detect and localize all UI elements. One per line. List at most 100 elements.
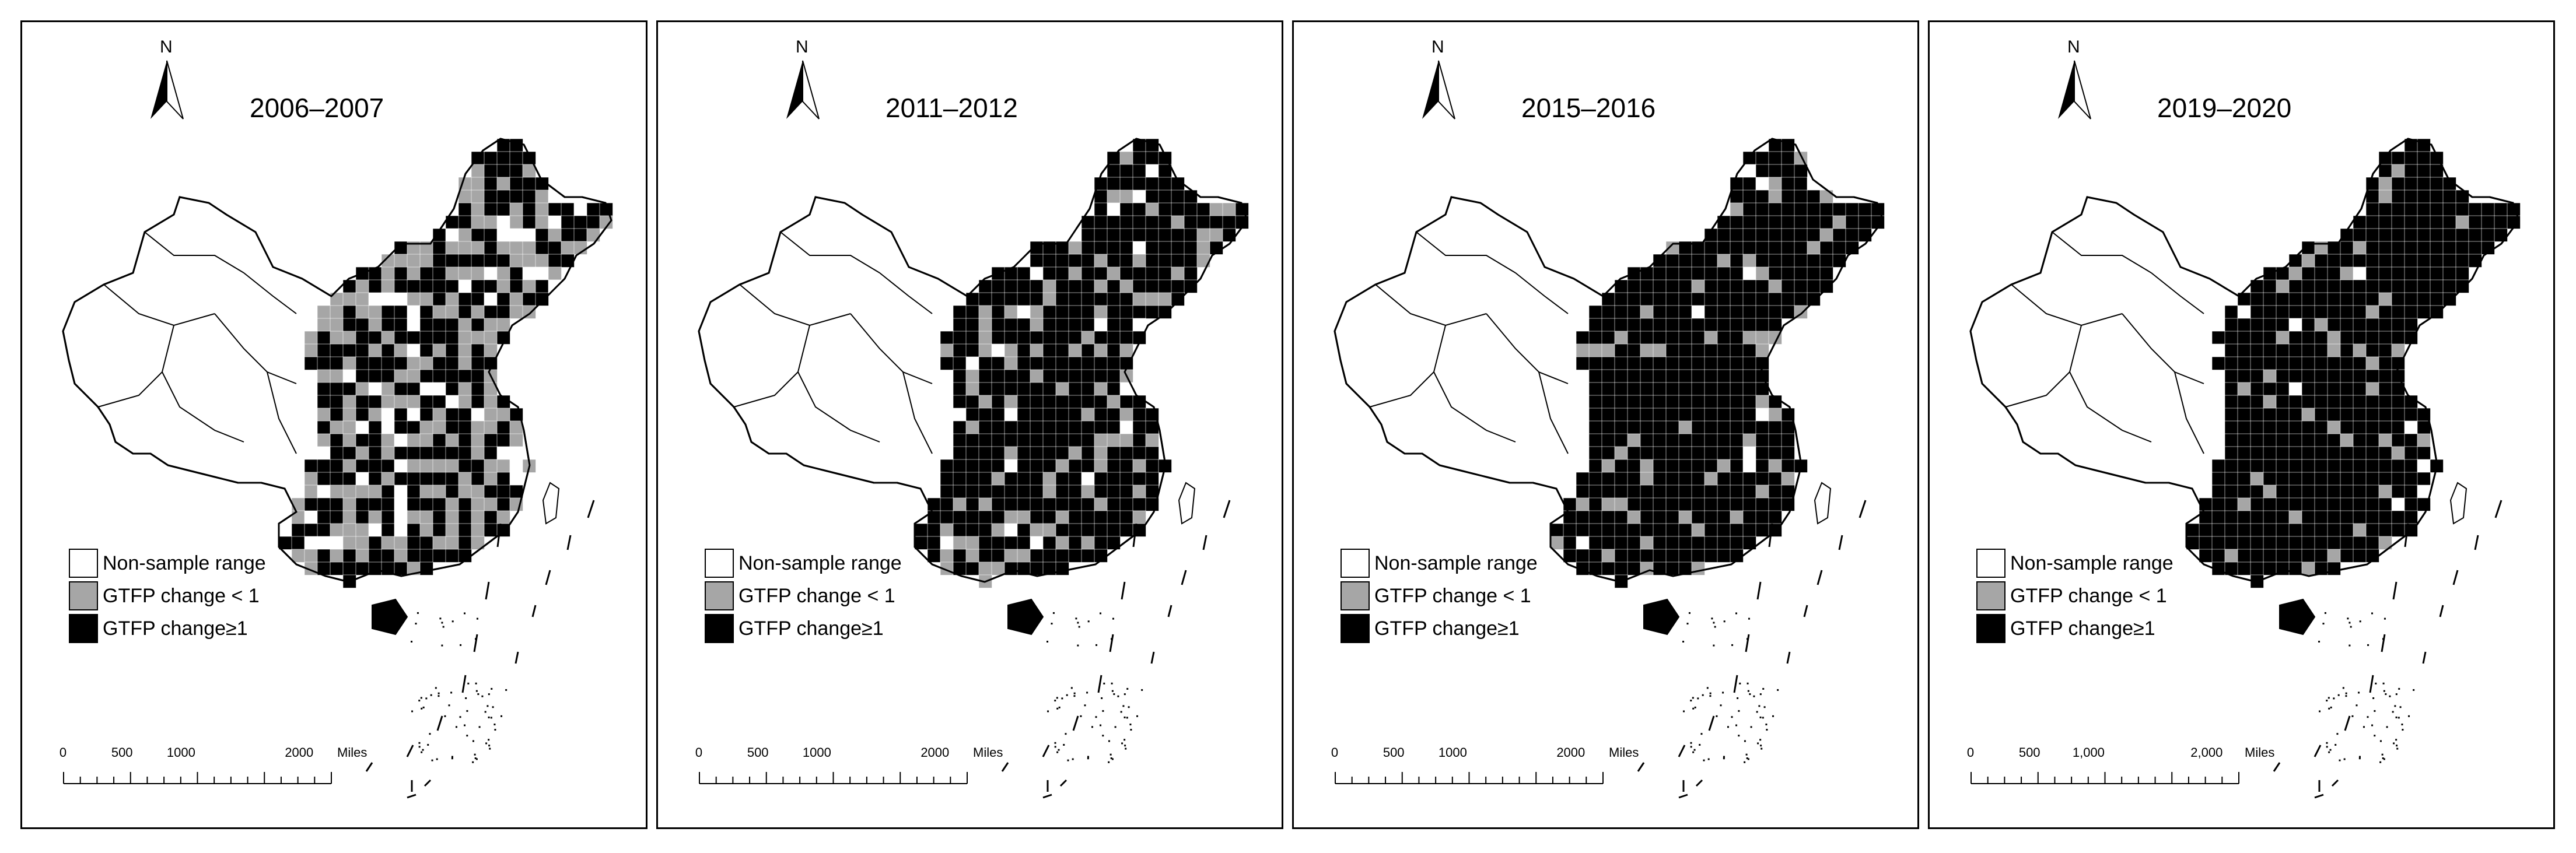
prefecture-cell (1691, 266, 1705, 280)
prefecture-cell (1742, 164, 1756, 178)
prefecture-cell (445, 382, 459, 396)
prefecture-cell (419, 523, 433, 537)
prefecture-cell (1640, 395, 1654, 409)
prefecture-cell (1742, 202, 1756, 216)
prefecture-cell (2455, 189, 2469, 203)
prefecture-cell (509, 177, 523, 191)
prefecture-cell (978, 331, 992, 345)
prefecture-cell (2301, 420, 2315, 434)
prefecture-cell (2301, 408, 2315, 422)
prefecture-cell (1781, 420, 1795, 434)
prefecture-cell (368, 382, 382, 396)
prefecture-cell (1717, 382, 1731, 396)
prefecture-cell (2391, 395, 2405, 409)
prefecture-cell (522, 202, 536, 216)
prefecture-cell (1576, 485, 1590, 499)
prefecture-cell (432, 318, 446, 332)
prefecture-cell (2481, 202, 2495, 216)
prefecture-cell (317, 356, 331, 370)
prefecture-cell (1094, 433, 1108, 447)
prefecture-cell (2314, 292, 2328, 306)
prefecture-cell (342, 318, 356, 332)
prefecture-cell (1614, 356, 1628, 370)
prefecture-cell (419, 356, 433, 370)
prefecture-cell (304, 497, 318, 511)
prefecture-cell (1094, 536, 1108, 550)
prefecture-cell (2250, 420, 2264, 434)
prefecture-cell (471, 433, 485, 447)
prefecture-cell (2224, 420, 2238, 434)
prefecture-cell (1678, 408, 1692, 422)
prefecture-cell (1781, 446, 1795, 460)
prefecture-cell (940, 331, 954, 345)
prefecture-cell (978, 485, 992, 499)
prefecture-cell (2442, 254, 2456, 268)
prefecture-cell (471, 177, 485, 191)
prefecture-cell (1030, 510, 1044, 524)
prefecture-cell (342, 472, 356, 486)
period-title: 2006–2007 (250, 93, 384, 123)
prefecture-cell (419, 433, 433, 447)
prefecture-cell (1627, 305, 1641, 319)
prefecture-cell (2391, 420, 2405, 434)
prefecture-cell (1768, 177, 1782, 191)
prefecture-cell (330, 523, 344, 537)
prefecture-cell (1614, 318, 1628, 332)
prefecture-cell (1871, 215, 1885, 229)
prefecture-cell (1030, 549, 1044, 563)
prefecture-cell (1068, 459, 1082, 473)
prefecture-cell (2378, 318, 2392, 332)
prefecture-cell (2391, 331, 2405, 345)
prefecture-cell (1640, 382, 1654, 396)
prefecture-cell (1807, 266, 1821, 280)
prefecture-cell (991, 292, 1005, 306)
legend-item: GTFP change < 1 (1976, 580, 2174, 612)
prefecture-cell (1004, 292, 1018, 306)
prefecture-cell (586, 202, 600, 216)
prefecture-cell (2353, 343, 2367, 357)
prefecture-cell (1145, 215, 1159, 229)
prefecture-cell (2391, 228, 2405, 242)
prefecture-cell (2314, 536, 2328, 550)
prefecture-cell (394, 536, 408, 550)
prefecture-cell (2237, 433, 2251, 447)
taiwan-island (2449, 482, 2468, 525)
prefecture-cell (548, 266, 562, 280)
prefecture-cell (2301, 266, 2315, 280)
prefecture-cell (991, 472, 1005, 486)
prefecture-cell (978, 292, 992, 306)
prefecture-cell (2353, 523, 2367, 537)
prefecture-cell (2391, 151, 2405, 165)
prefecture-cell (1819, 279, 1833, 293)
prefecture-cell (471, 215, 485, 229)
prefecture-cell (2327, 395, 2341, 409)
prefecture-cell (1107, 420, 1121, 434)
prefecture-cell (914, 536, 928, 550)
prefecture-cell (953, 446, 967, 460)
prefecture-cell (342, 420, 356, 434)
prefecture-cell (2378, 189, 2392, 203)
prefecture-cell (419, 395, 433, 409)
prefecture-cell (1794, 241, 1808, 255)
prefecture-cell (317, 549, 331, 563)
prefecture-cell (2250, 318, 2264, 332)
prefecture-cell (1717, 228, 1731, 242)
prefecture-cell (522, 254, 536, 268)
prefecture-cell (1042, 254, 1056, 268)
prefecture-cell (1132, 318, 1146, 332)
prefecture-cell (1627, 433, 1641, 447)
prefecture-cell (2237, 369, 2251, 383)
prefecture-cell (394, 343, 408, 357)
legend-item: Non-sample range (69, 547, 266, 580)
prefecture-cell (1704, 331, 1718, 345)
prefecture-cell (355, 523, 369, 537)
prefecture-cell (2211, 472, 2225, 486)
prefecture-cell (1030, 369, 1044, 383)
legend-label: GTFP change≥1 (103, 617, 248, 640)
prefecture-cell (2276, 369, 2290, 383)
prefecture-cell (1588, 343, 1602, 357)
prefecture-cell (1094, 485, 1108, 499)
prefecture-cell (1755, 241, 1769, 255)
prefecture-cell (535, 292, 549, 306)
prefecture-cell (2378, 408, 2392, 422)
